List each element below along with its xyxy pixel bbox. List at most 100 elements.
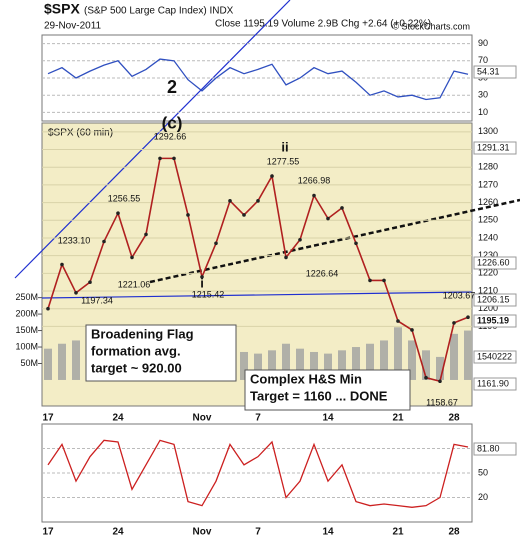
point — [242, 213, 246, 217]
volume-bar — [268, 350, 276, 380]
y-tick-label: 30 — [478, 90, 488, 100]
credit: © StockCharts.com — [392, 21, 470, 31]
volume-bar — [324, 353, 332, 380]
volume-bar — [422, 350, 430, 380]
y-tick-label: 1230 — [478, 250, 498, 260]
y-tick-label: 1240 — [478, 232, 498, 242]
y2-tick-label: 150M — [15, 325, 38, 335]
right-label: 1291.31 — [477, 142, 510, 152]
point — [256, 199, 260, 203]
point — [452, 321, 456, 325]
point — [396, 319, 400, 323]
x-tick-label: 28 — [448, 527, 460, 538]
volume-bar — [310, 351, 318, 380]
y-tick-label: 20 — [478, 492, 488, 502]
point — [298, 237, 302, 242]
point — [46, 306, 50, 311]
volume-bar — [436, 356, 444, 380]
y-tick-label: 1220 — [478, 268, 498, 278]
y-tick-label: 1270 — [478, 179, 498, 189]
annotation: 1158.67 — [426, 397, 458, 407]
date: 29-Nov-2011 — [44, 21, 102, 32]
annotation: 1266.98 — [298, 175, 331, 185]
x-tick-label: 7 — [255, 413, 261, 424]
point — [172, 156, 176, 161]
point — [424, 375, 428, 380]
y-tick-label: 70 — [478, 55, 488, 65]
label-box — [473, 65, 517, 79]
label-box — [473, 442, 517, 456]
y-tick-label: 1260 — [478, 197, 498, 207]
volume-bar — [408, 340, 416, 380]
label-box — [473, 350, 517, 364]
label-box — [473, 377, 517, 391]
point — [200, 275, 204, 279]
x-tick-label: 17 — [42, 413, 54, 424]
point — [102, 239, 106, 244]
x-tick-label: 21 — [392, 527, 404, 538]
y-tick-label: 1280 — [478, 162, 498, 172]
last-value: 81.80 — [477, 443, 500, 453]
annotation: 1203.67 — [443, 290, 476, 300]
note-text: target ~ 920.00 — [91, 360, 182, 375]
annotation: 1233.10 — [58, 235, 91, 245]
y-tick-label: 1300 — [478, 126, 498, 136]
volume-bar — [58, 343, 66, 380]
annotation: 1215.42 — [192, 289, 225, 299]
volume-bar — [44, 348, 52, 380]
y-tick-label: 1210 — [478, 285, 498, 295]
title: $SPX — [44, 1, 80, 17]
y-tick-label: 1250 — [478, 215, 498, 225]
annotation: i — [200, 275, 204, 290]
label-box — [473, 256, 517, 270]
y2-tick-label: 200M — [15, 308, 38, 318]
note-text: Broadening Flag — [91, 326, 194, 341]
annotation: 1277.55 — [267, 156, 300, 166]
x-tick-label: 24 — [112, 527, 124, 538]
trend-line — [149, 198, 520, 284]
point — [144, 232, 148, 237]
series-line — [47, 58, 469, 101]
x-tick-label: Nov — [193, 413, 212, 424]
volume-bar — [338, 350, 346, 380]
label-box — [473, 293, 517, 307]
annotation: (c) — [162, 113, 183, 132]
legend: $SPX (60 min) — [48, 128, 113, 139]
point — [158, 156, 162, 161]
point — [368, 278, 372, 283]
x-tick-label: 17 — [42, 527, 54, 538]
point — [340, 206, 344, 210]
x-tick-label: 21 — [392, 413, 404, 424]
channel-line — [14, 0, 291, 279]
x-tick-label: Nov — [193, 527, 212, 538]
note-box — [244, 369, 411, 411]
point — [382, 278, 386, 283]
volume-bar — [240, 351, 248, 380]
x-tick-label: 14 — [322, 413, 334, 424]
volume-bar — [282, 343, 290, 380]
right-label: 1540222 — [477, 351, 512, 361]
x-tick-label: 7 — [255, 527, 261, 538]
annotation: ii — [281, 139, 288, 154]
point — [326, 216, 330, 221]
annotation: 1292.66 — [154, 131, 187, 141]
point — [116, 211, 120, 216]
annotation: 1226.64 — [306, 268, 339, 278]
last-value: 54.31 — [477, 66, 500, 76]
y2-tick-label: 100M — [15, 341, 38, 351]
point — [214, 241, 218, 246]
y-tick-label: 50 — [478, 467, 488, 477]
point — [270, 174, 274, 178]
point — [60, 262, 64, 267]
neckline — [41, 291, 473, 299]
x-tick-label: 14 — [322, 527, 334, 538]
volume-bar — [394, 327, 402, 380]
x-tick-label: 24 — [112, 413, 124, 424]
volume-bar — [366, 343, 374, 380]
info: Close 1195.19 Volume 2.9B Chg +2.64 (+0.… — [215, 19, 431, 30]
point — [74, 291, 78, 295]
series-line — [47, 439, 469, 508]
right-label: 1206.15 — [477, 294, 510, 304]
point — [438, 379, 442, 384]
